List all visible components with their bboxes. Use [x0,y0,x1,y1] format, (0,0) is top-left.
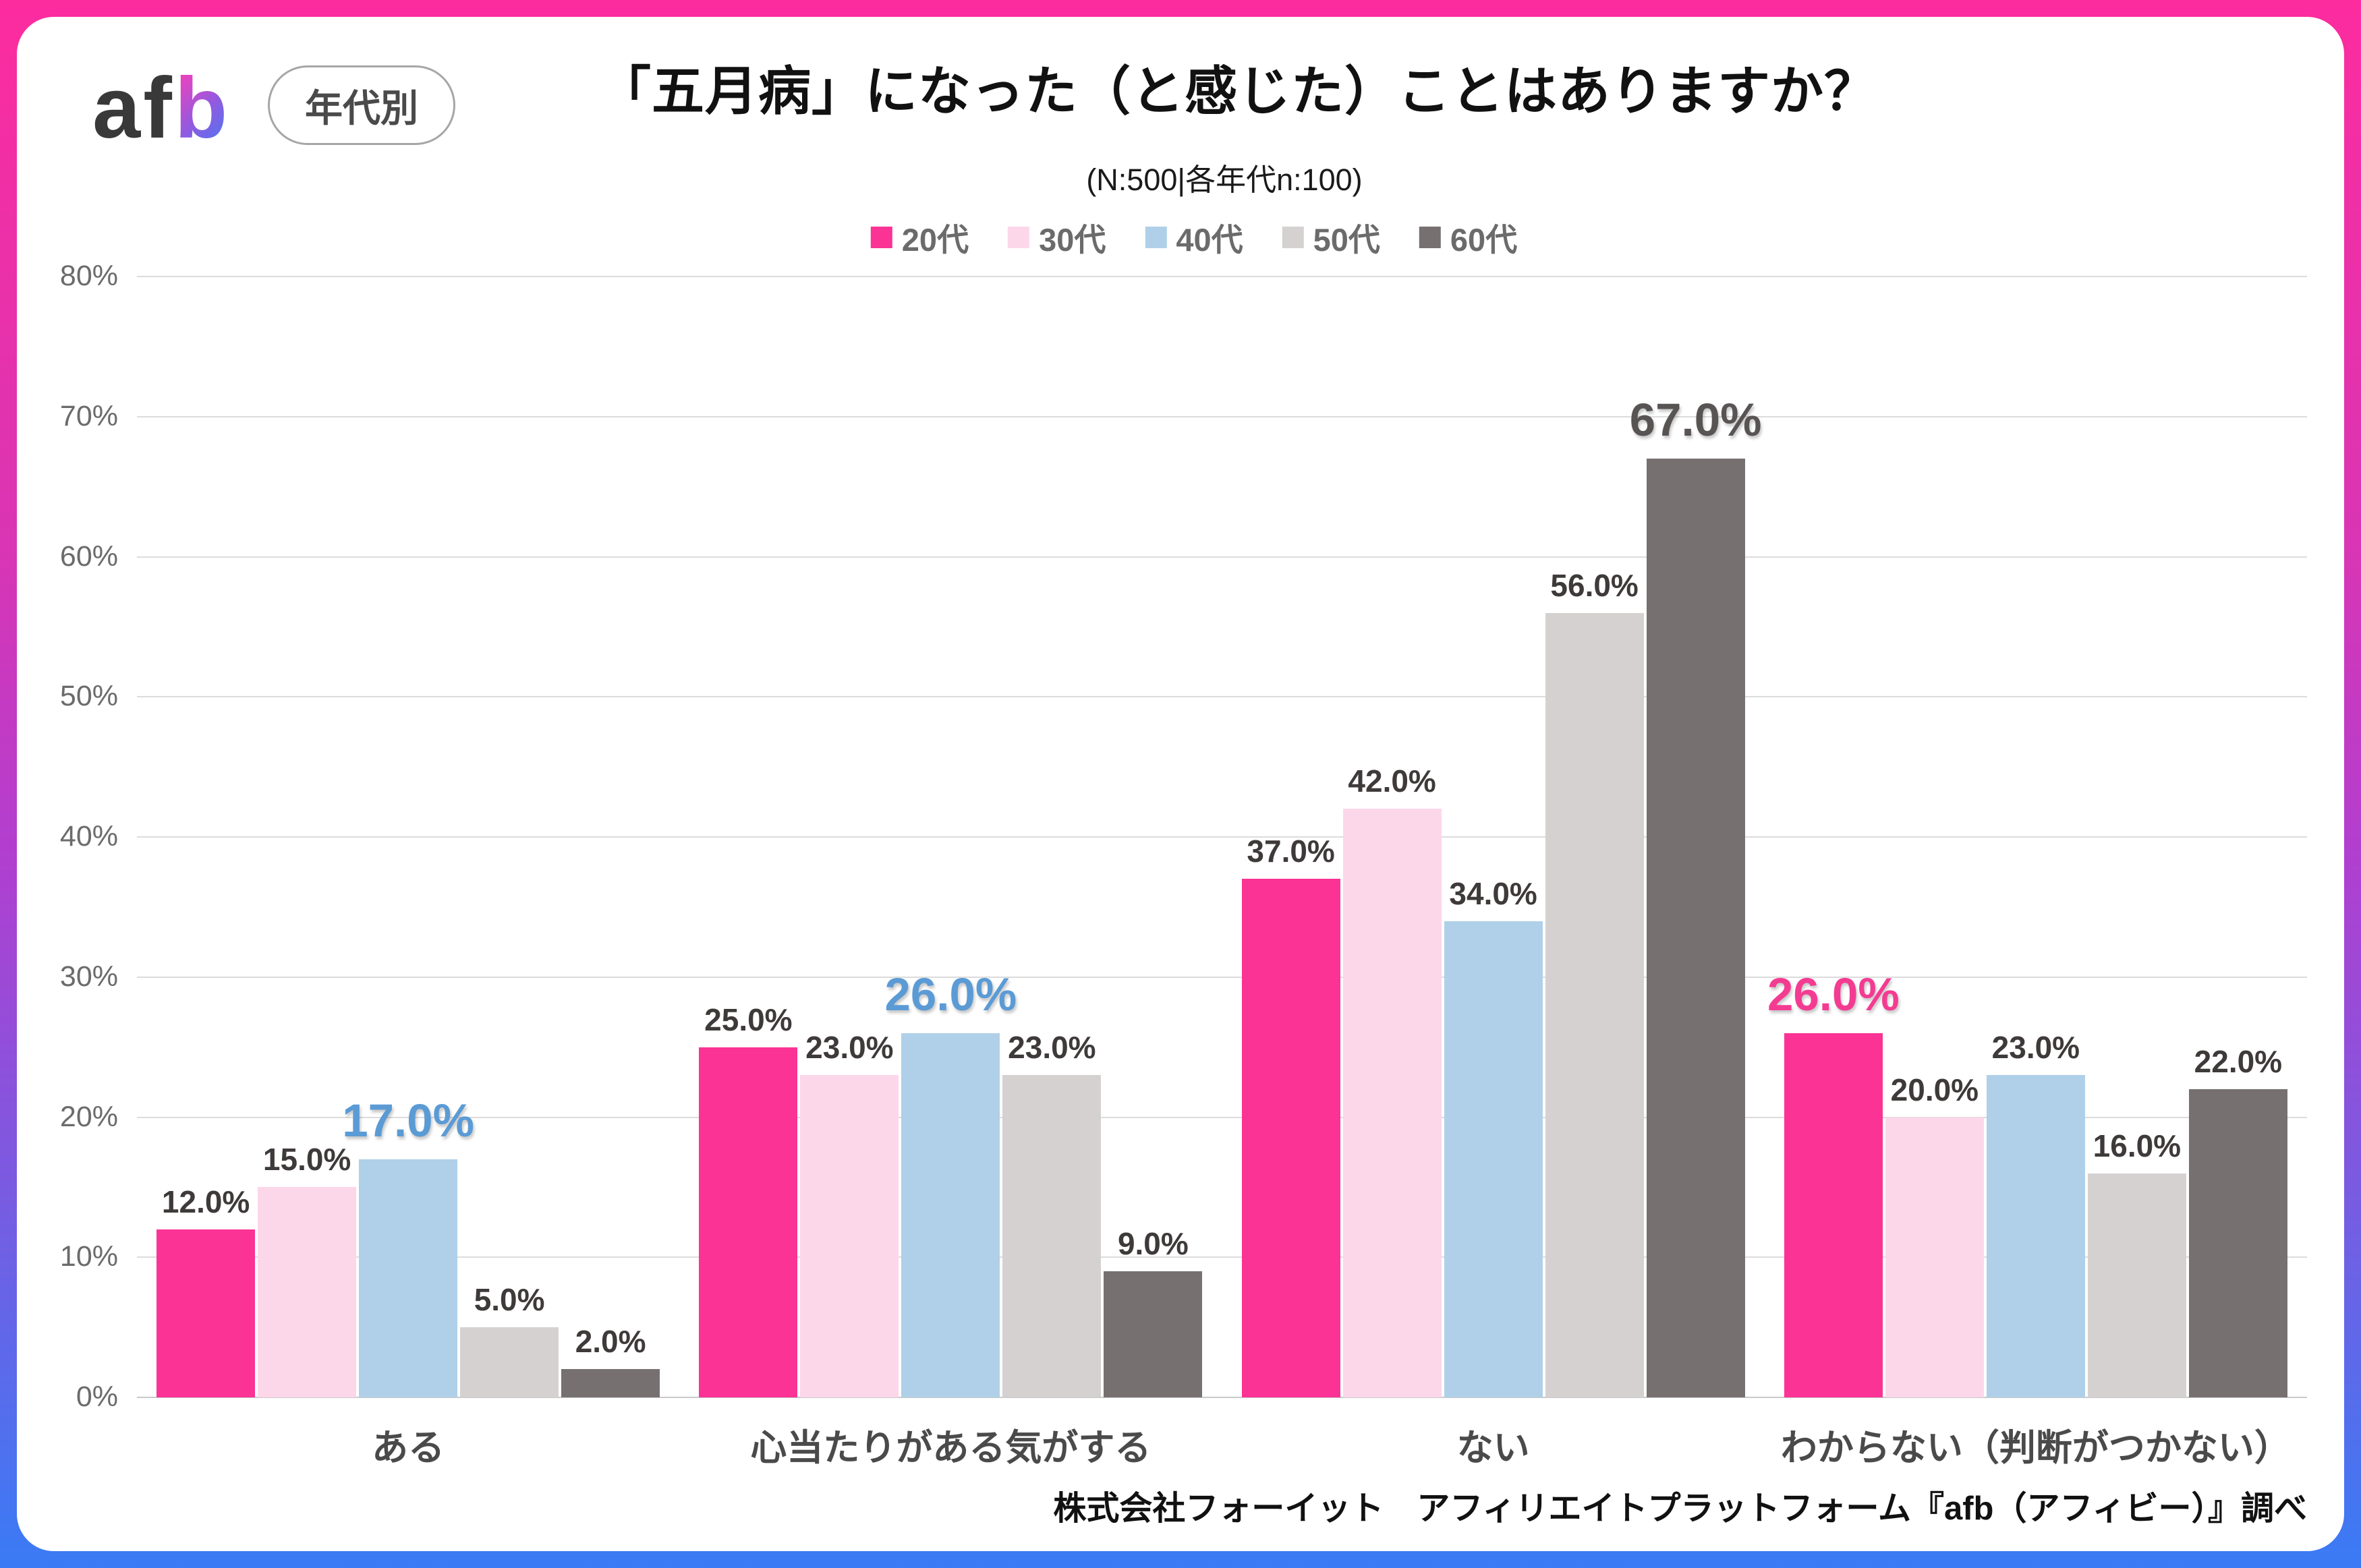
y-axis-label-60: 60% [59,540,118,573]
value-label-20代-ある: 12.0% [161,1184,250,1219]
gridline-70 [137,415,2307,417]
afb-logo-af: af [92,60,175,156]
age-group-badge: 年代別 [268,65,455,145]
legend-label: 20代 [901,222,969,258]
value-label-30代-心当たりがある気がする: 23.0% [805,1030,894,1066]
y-axis-label-10: 10% [59,1240,118,1273]
legend-swatch-30代 [1008,226,1030,248]
bar-60代-ある [561,1369,660,1397]
value-label-60代-わからない（判断がつかない）: 22.0% [2194,1043,2283,1079]
category-label-ない: ない [1456,1428,1530,1468]
gridline-30 [137,976,2307,978]
category-label-ある: ある [372,1428,445,1468]
value-label-30代-ある: 15.0% [262,1142,351,1178]
gridline-50 [137,696,2307,698]
legend-label: 40代 [1176,222,1243,258]
legend-item-20代: 20代 [870,214,969,260]
bar-30代-ない [1342,809,1442,1397]
bar-50代-ある [460,1327,559,1397]
bar-60代-ない [1646,459,1745,1397]
value-label-40代-わからない（判断がつかない）: 23.0% [1991,1030,2080,1066]
value-label-50代-心当たりがある気がする: 23.0% [1008,1030,1096,1066]
legend: 20代 30代 40代 50代 60代 [870,214,1517,260]
highlight-value-label-40代-ある: 17.0% [342,1094,474,1146]
y-axis-label-80: 80% [59,260,118,292]
legend-swatch-20代 [870,226,892,248]
value-label-40代-ない: 34.0% [1449,875,1537,911]
bar-40代-心当たりがある気がする [901,1033,1000,1397]
category-label-わからない（判断がつかない）: わからない（判断がつかない） [1780,1428,2291,1468]
bar-50代-わからない（判断がつかない） [2087,1173,2186,1397]
category-label-心当たりがある気がする: 心当たりがある気がする [750,1428,1151,1468]
legend-item-60代: 60代 [1419,214,1517,260]
value-label-50代-ある: 5.0% [474,1282,545,1318]
y-axis-label-30: 30% [59,960,118,993]
bar-60代-心当たりがある気がする [1104,1271,1203,1397]
legend-swatch-60代 [1419,226,1441,248]
value-label-20代-心当たりがある気がする: 25.0% [704,1001,793,1037]
bar-60代-わからない（判断がつかない） [2188,1088,2287,1397]
highlight-value-label-20代-わからない（判断がつかない）: 26.0% [1767,968,1900,1020]
bar-20代-心当たりがある気がする [699,1047,798,1397]
afb-logo: afb [92,59,230,158]
y-axis-label-70: 70% [59,399,118,432]
gridline-40 [137,836,2307,838]
gridline-0 [137,1397,2307,1398]
highlight-value-label-60代-ない: 67.0% [1629,394,1762,446]
value-label-30代-わからない（判断がつかない）: 20.0% [1890,1072,1979,1107]
y-axis-label-50: 50% [59,680,118,713]
chart-subtitle: (N:500|各年代n:100) [1086,163,1363,197]
y-axis-label-0: 0% [76,1381,118,1413]
legend-label: 30代 [1039,222,1106,258]
bar-40代-ある [359,1159,458,1397]
y-axis-label-20: 20% [59,1100,118,1133]
legend-swatch-50代 [1282,226,1304,248]
value-label-60代-ある: 2.0% [575,1324,646,1360]
bar-50代-心当たりがある気がする [1002,1075,1102,1397]
bar-40代-わからない（判断がつかない） [1986,1075,2085,1397]
y-axis-label-40: 40% [59,820,118,852]
gridline-20 [137,1116,2307,1118]
plot-area: 0% 10% 20% 30% 40% 50% 60% 70% 80% 12.0% 15.0% 17.0… [60,262,2307,1468]
legend-label: 50代 [1313,222,1380,258]
legend-label: 60代 [1450,222,1518,258]
bar-40代-ない [1444,921,1543,1397]
gridline-10 [137,1256,2307,1258]
bar-20代-ない [1241,879,1340,1397]
bar-50代-ない [1545,612,1644,1397]
legend-swatch-40代 [1145,226,1167,248]
afb-logo-b: b [174,60,230,156]
age-group-badge-label: 年代別 [305,86,418,129]
source-credit: 株式会社フォーイット アフィリエイトプラットフォーム『afb（アフィビー）』調べ [1053,1490,2307,1527]
value-label-50代-ない: 56.0% [1550,567,1639,603]
bar-20代-わからない（判断がつかない） [1784,1033,1883,1397]
gridline-60 [137,556,2307,558]
legend-item-30代: 30代 [1008,214,1106,260]
value-label-50代-わからない（判断がつかない）: 16.0% [2093,1128,2182,1163]
bar-30代-心当たりがある気がする [800,1075,899,1397]
bar-20代-ある [157,1229,256,1397]
value-label-20代-ない: 37.0% [1247,834,1335,869]
value-label-60代-心当たりがある気がする: 9.0% [1117,1226,1189,1262]
bar-30代-わからない（判断がつかない） [1885,1117,1984,1397]
gridline-80 [137,276,2307,277]
highlight-value-label-40代-心当たりがある気がする: 26.0% [884,968,1017,1020]
legend-item-40代: 40代 [1145,214,1243,260]
chart-title: 「五月病」になった（と感じた）ことはありますか？ [598,61,1878,121]
bar-30代-ある [258,1187,357,1397]
legend-item-50代: 50代 [1282,214,1380,260]
chart-card: afb 年代別 「五月病」になった（と感じた）ことはありますか？ (N:500|… [17,17,2344,1551]
value-label-30代-ない: 42.0% [1348,763,1436,799]
